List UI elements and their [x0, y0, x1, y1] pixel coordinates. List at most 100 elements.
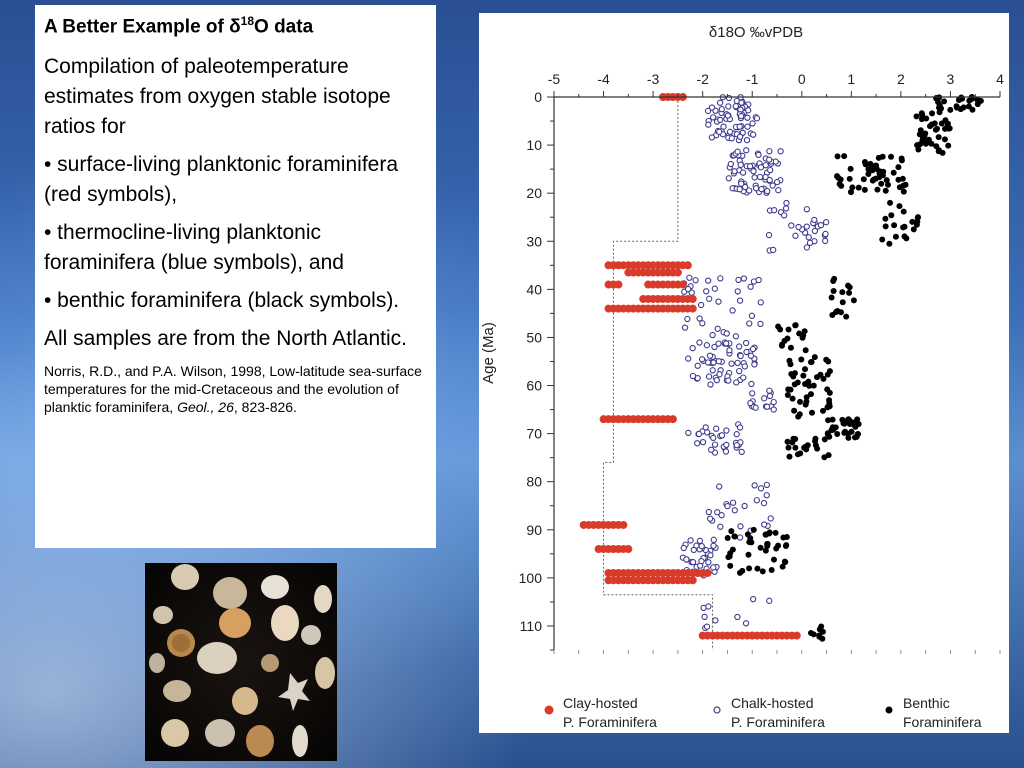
benthic-point	[829, 416, 836, 423]
benthic-point	[783, 542, 790, 549]
chalk-point	[710, 542, 717, 549]
benthic-point	[888, 212, 895, 219]
benthic-point	[762, 547, 769, 554]
benthic-point	[794, 379, 801, 386]
chalk-point	[806, 239, 814, 247]
chalk-point	[704, 429, 711, 436]
chalk-point	[710, 564, 717, 571]
chalk-point	[767, 166, 774, 174]
benthic-point	[745, 551, 752, 558]
chalk-point	[761, 521, 768, 528]
chalk-point	[684, 285, 692, 293]
benthic-point	[787, 361, 794, 368]
benthic-point	[825, 417, 832, 424]
chalk-point	[747, 283, 754, 290]
benthic-point	[799, 334, 806, 341]
chalk-point	[684, 315, 691, 323]
benthic-point	[913, 113, 920, 120]
chalk-point	[706, 295, 713, 302]
benthic-point	[909, 218, 916, 225]
benthic-point	[825, 358, 832, 365]
benthic-point	[941, 136, 948, 143]
benthic-point	[819, 407, 826, 414]
benthic-point	[787, 344, 794, 351]
chalk-point	[713, 425, 720, 432]
chalk-point	[694, 362, 701, 369]
chalk-point	[803, 206, 811, 213]
chalk-point	[685, 429, 692, 437]
chalk-point	[747, 399, 754, 407]
benthic-point	[879, 172, 886, 179]
benthic-point	[759, 568, 766, 575]
benthic-point	[945, 142, 952, 149]
chalk-point	[689, 344, 696, 352]
foraminifera-photo	[145, 563, 337, 761]
benthic-point	[846, 175, 853, 182]
chalk-point	[767, 515, 774, 522]
benthic-point	[839, 299, 846, 306]
chart-panel: δ18O ‰vPDB -5 -4 -3 -2 -1 0 1 2 3 4 0 10 20 30 40 50 60 7…	[479, 13, 1009, 733]
chalk-point	[731, 507, 738, 514]
chalk-point	[728, 135, 735, 142]
chalk-point	[737, 523, 744, 530]
chalk-point	[737, 352, 744, 360]
benthic-point	[728, 528, 735, 535]
benthic-point	[938, 120, 945, 127]
chalk-point	[725, 103, 732, 110]
benthic-point	[791, 407, 798, 414]
chalk-point	[716, 99, 724, 106]
benthic-point	[960, 104, 967, 111]
chalk-point	[782, 205, 790, 212]
legend-label-line1: Chalk-hosted	[731, 695, 814, 711]
benthic-point	[785, 386, 792, 393]
clay-point	[678, 280, 687, 289]
y-tick-label: 80	[526, 474, 542, 490]
benthic-point	[821, 436, 828, 443]
chalk-point	[724, 112, 732, 119]
chalk-point	[734, 288, 741, 295]
benthic-point	[935, 134, 942, 141]
chalk-point	[777, 148, 784, 155]
chalk-point	[803, 244, 811, 251]
chalk-point	[723, 441, 730, 449]
benthic-point	[927, 123, 934, 130]
benthic-point	[834, 153, 841, 160]
benthic-point	[883, 177, 890, 184]
legend-label-line2: P. Foraminifera	[563, 714, 657, 730]
benthic-point	[852, 420, 859, 427]
benthic-point	[782, 559, 789, 566]
chalk-point	[708, 134, 716, 141]
benthic-point	[855, 184, 862, 191]
chalk-point	[709, 331, 716, 339]
chalk-point	[715, 298, 722, 305]
chalk-point	[736, 297, 744, 304]
chalk-point	[740, 374, 747, 381]
chalk-point	[769, 182, 776, 189]
chalk-point	[766, 176, 773, 184]
benthic-point	[882, 223, 889, 230]
chalk-point	[740, 275, 748, 282]
chalk-point	[760, 499, 768, 507]
chalk-point	[728, 360, 735, 367]
benthic-point	[826, 368, 833, 375]
chalk-point	[698, 356, 706, 363]
benthic-point	[928, 140, 935, 147]
benthic-point	[919, 111, 926, 118]
chalk-point	[696, 315, 703, 322]
chalk-point	[751, 361, 758, 368]
benthic-point	[887, 199, 894, 206]
benthic-point	[837, 309, 844, 316]
benthic-point	[739, 567, 746, 574]
chalk-point	[766, 148, 773, 155]
benthic-point	[798, 356, 805, 363]
chalk-point	[708, 446, 715, 453]
chalk-point	[713, 377, 720, 384]
chalk-point	[711, 441, 719, 448]
benthic-point	[886, 240, 893, 247]
chalk-point	[734, 148, 741, 155]
chalk-point	[738, 180, 745, 187]
chalk-point	[697, 301, 705, 309]
chalk-point	[731, 168, 738, 175]
chalk-point	[775, 187, 782, 194]
chalk-point	[761, 395, 768, 402]
